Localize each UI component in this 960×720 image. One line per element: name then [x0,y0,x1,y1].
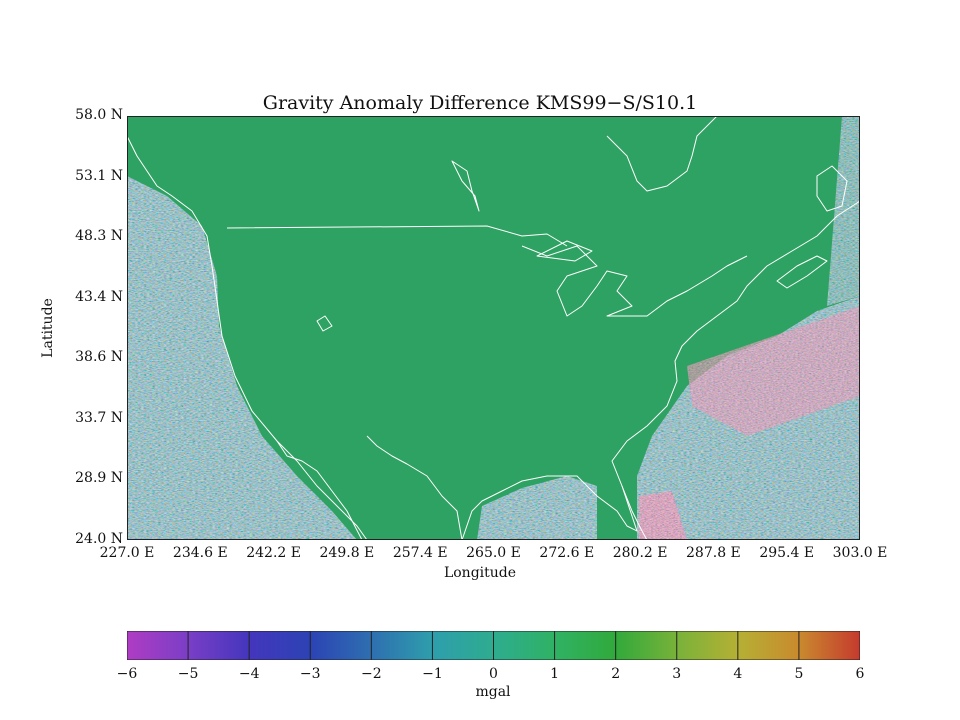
x-tick-label: 227.0 E [99,545,155,561]
colorbar-tick-label: 1 [550,666,560,682]
y-tick-label: 48.3 N [75,228,123,245]
colorbar-unit: mgal [475,684,511,700]
west-coast [127,135,368,540]
gulf-coast [366,435,463,540]
baja-coast [276,440,363,540]
x-axis-title: Longitude [443,565,517,581]
lake-superior-detail [536,240,593,262]
hudson-bay-coast [606,116,718,192]
map-canvas [127,116,860,540]
colorbar-dividers [187,631,800,660]
x-tick-label: 295.4 E [759,545,815,561]
colorbar-svg [127,631,860,660]
colorbar-tick-label: −2 [361,666,382,682]
y-tick-label: 24.0 N [75,531,123,547]
map-border [127,116,860,540]
great-salt-lake [316,315,333,332]
canada-us-border [226,225,568,247]
y-tick-label: 58.0 N [75,107,123,123]
colorbar-tick-label: −6 [116,666,138,682]
x-tick-label: 287.8 E [686,545,741,561]
colorbar-tick-label: −5 [177,666,199,682]
y-tick-label: 33.7 N [75,409,123,426]
colorbar-tick-label: 3 [672,666,682,682]
colorbar-tick-label: 4 [733,666,743,682]
x-tick-label: 272.6 E [539,545,595,561]
colorbar-tick-label: 5 [794,666,804,682]
x-tick-label: 257.4 E [392,545,448,561]
newfoundland [816,165,848,212]
x-tick-label: 280.2 E [612,545,668,561]
y-tick-label: 43.4 N [75,288,123,305]
coastlines [127,116,860,540]
gravity-anomaly-map [127,116,860,540]
colorbar-tick-label: 0 [489,666,498,682]
y-tick-label: 53.1 N [75,167,123,184]
y-axis-title: Latitude [40,298,56,358]
y-tick-label: 38.6 N [75,349,123,366]
florida [621,485,648,540]
x-tick-label: 249.8 E [319,545,375,561]
colorbar-tick-label: −1 [422,666,443,682]
x-tick-label: 242.2 E [246,545,301,561]
y-tick-label: 28.9 N [75,470,123,487]
colorbar [127,631,860,660]
lake-winnipeg [451,160,480,212]
x-tick-label: 265.0 E [466,545,521,561]
colorbar-tick-label: 6 [855,666,865,682]
map-title: Gravity Anomaly Difference KMS99−S/S10.1 [262,92,698,114]
colorbar-tick-label: −3 [299,666,321,682]
colorbar-tick-label: 2 [611,666,621,682]
great-lakes [521,245,748,317]
east-coast [461,200,860,540]
x-tick-label: 303.0 E [832,545,888,561]
nova-scotia [776,255,828,289]
x-tick-label: 234.6 E [172,545,228,561]
colorbar-tick-label: −4 [238,666,260,682]
